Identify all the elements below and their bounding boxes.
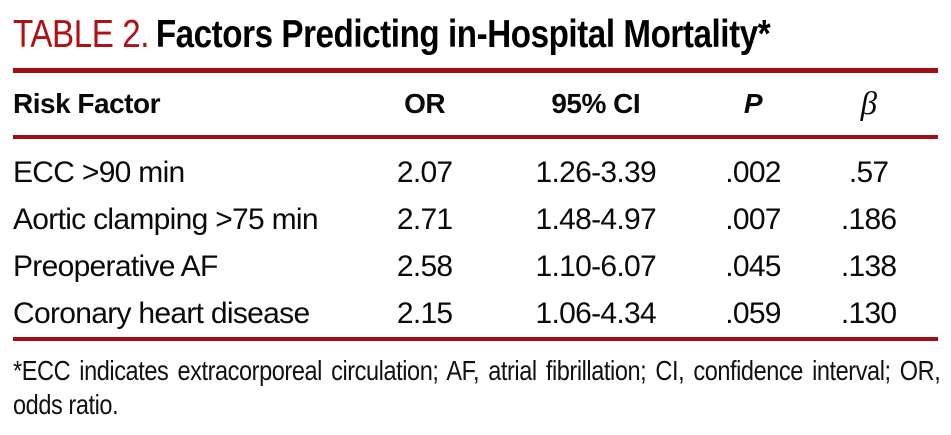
table-caption: Factors Predicting in-Hospital Mortality… (155, 13, 771, 56)
cell-ci: 1.26-3.39 (535, 155, 657, 189)
cell-or: 2.71 (396, 202, 453, 236)
cell-p: .007 (725, 202, 781, 236)
cell-risk-factor: Preoperative AF (13, 249, 218, 283)
cell-risk-factor: ECC >90 min (13, 155, 185, 189)
cell-p: .002 (725, 155, 781, 189)
cell-p: .045 (725, 249, 781, 283)
cell-or: 2.15 (396, 296, 453, 330)
cell-beta: .130 (840, 296, 897, 330)
cell-or: 2.58 (396, 249, 453, 283)
table-footnote: *ECC indicates extracorporeal circulatio… (13, 355, 941, 420)
cell-ci: 1.06-4.34 (535, 296, 657, 330)
cell-or: 2.07 (396, 155, 453, 189)
header-row: Risk Factor OR 95% CI P β (13, 73, 938, 139)
cell-p: .059 (725, 296, 781, 330)
risk-factors-table: Risk Factor OR 95% CI P β ECC >90 min 2.… (13, 73, 938, 337)
col-header-risk-factor: Risk Factor (13, 73, 365, 139)
cell-beta: .57 (848, 155, 889, 189)
table-figure: TABLE 2. Factors Predicting in-Hospital M… (13, 12, 941, 420)
table-title: TABLE 2. Factors Predicting in-Hospital M… (13, 12, 799, 58)
cell-ci: 1.48-4.97 (535, 202, 657, 236)
cell-beta: .138 (840, 249, 897, 283)
col-header-ci: 95% CI (484, 73, 707, 139)
col-header-or: OR (364, 73, 485, 139)
table-row: ECC >90 min 2.07 1.26-3.39 .002 .57 (13, 137, 938, 196)
cell-risk-factor: Aortic clamping >75 min (13, 202, 319, 236)
table-row: Coronary heart disease 2.15 1.06-4.34 .0… (13, 290, 938, 337)
cell-ci: 1.10-6.07 (535, 249, 657, 283)
cell-risk-factor: Coronary heart disease (13, 296, 310, 330)
table-number: TABLE 2. (13, 13, 150, 56)
cell-beta: .186 (840, 202, 897, 236)
divider-bottom (13, 337, 938, 341)
table-row: Preoperative AF 2.58 1.10-6.07 .045 .138 (13, 243, 938, 290)
divider-top (13, 68, 938, 73)
col-header-beta: β (799, 73, 938, 139)
table-row: Aortic clamping >75 min 2.71 1.48-4.97 .… (13, 196, 938, 243)
col-header-p: P (706, 73, 800, 139)
